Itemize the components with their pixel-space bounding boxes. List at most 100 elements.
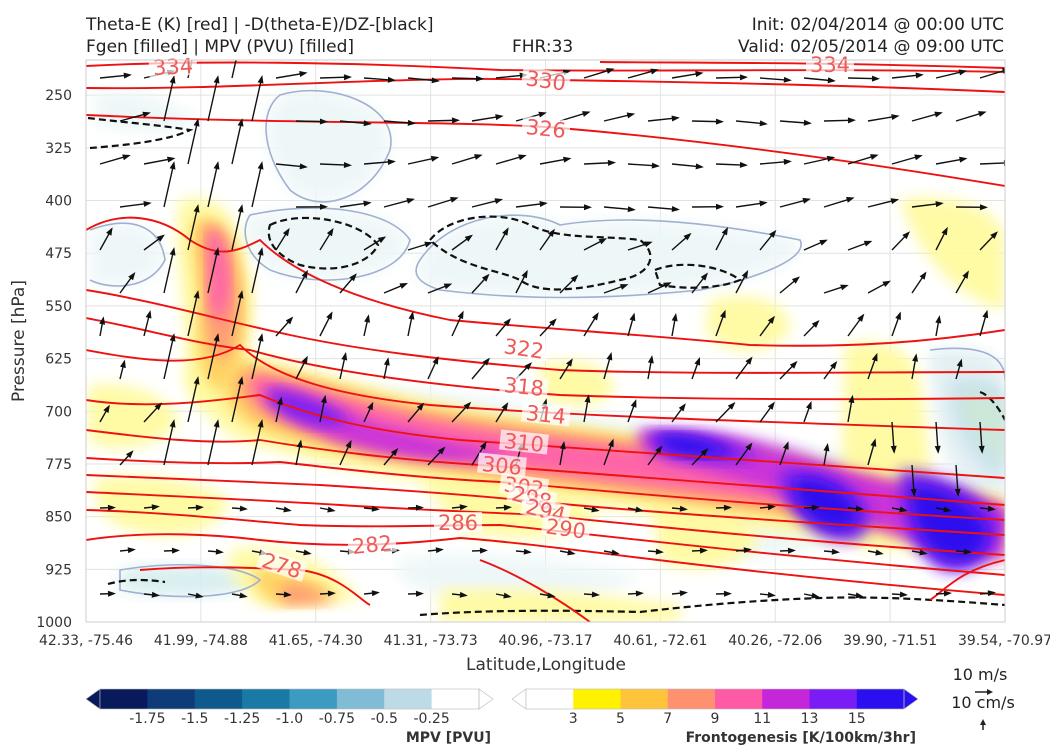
- colorbar-1-tick-5: 13: [801, 711, 819, 727]
- vector-104: [163, 248, 175, 294]
- vector-head-50: [518, 154, 527, 161]
- vector-head-15: [783, 76, 792, 83]
- vector-head-189: [296, 439, 303, 448]
- vector-head-71: [539, 201, 548, 207]
- vector-head-89: [424, 241, 433, 248]
- colorbar-0-tick-5: -0.5: [371, 711, 398, 727]
- vector-head-44: [237, 118, 244, 127]
- vector-head-134: [591, 312, 599, 321]
- vector-head-32: [626, 112, 636, 119]
- vector-24: [251, 76, 263, 122]
- colorbar-1-seg-7: [856, 689, 905, 709]
- theta-e-label-bg-4: [498, 334, 550, 362]
- colorbar-1-title: Frontogenesis [K/100km/3hr]: [686, 730, 916, 746]
- vector-head-176: [630, 399, 637, 408]
- vector-head-100: [902, 231, 911, 240]
- x-axis-label: Latitude,Longitude: [466, 655, 626, 675]
- colorbar-0-tick-0: -1.75: [129, 711, 165, 727]
- vector-head-222: [855, 505, 864, 512]
- y-axis-label: Pressure [hPa]: [9, 280, 29, 402]
- vector-head-33: [671, 115, 680, 122]
- vector-head-76: [759, 200, 768, 207]
- theta-e-label-bg-5: [499, 373, 549, 399]
- vector-head-188: [257, 419, 264, 428]
- vector-head-79: [890, 198, 900, 205]
- colorbar-0-frame: [99, 688, 480, 710]
- vector-head-106: [257, 247, 264, 256]
- vector-head-72: [583, 204, 592, 211]
- vector-106: [251, 248, 263, 294]
- vector-head-142: [935, 315, 942, 324]
- vector-head-70: [494, 198, 504, 205]
- theta-e-label-bg-8: [477, 452, 527, 478]
- vector-head-257: [591, 591, 600, 598]
- vector-head-56: [783, 158, 792, 165]
- dashed-contour-1: [267, 216, 380, 270]
- vector-105: [207, 248, 219, 294]
- vector-head-195: [559, 441, 566, 450]
- vector-head-186: [169, 419, 176, 428]
- theta-e-contour-16: [479, 559, 591, 622]
- vector-166: [187, 377, 199, 423]
- y-tick-925: 925: [45, 562, 72, 578]
- vector-head-228: [215, 548, 224, 555]
- dashed-contour-3: [653, 263, 743, 289]
- vector-head-4: [299, 71, 308, 77]
- theta-e-label-bg-2: [521, 115, 571, 141]
- vector-head-243: [875, 549, 884, 556]
- vector-head-256: [547, 592, 556, 599]
- dashed-contour-4: [419, 596, 1005, 617]
- x-tick-3: 41.31, -73.73: [384, 633, 478, 649]
- vector-head-116: [700, 272, 708, 281]
- vector-head-220: [767, 504, 776, 511]
- vector-head-19: [958, 69, 968, 76]
- vector-head-139: [811, 320, 820, 328]
- theta-e-label-bg-1: [520, 66, 572, 94]
- vector-head-183: [934, 445, 941, 454]
- vector-head-197: [655, 445, 663, 454]
- vector-head-57: [826, 155, 836, 162]
- vector-3: [231, 60, 237, 79]
- x-tick-8: 39.54, -70.97: [958, 633, 1050, 649]
- vector-188: [251, 420, 263, 466]
- vector-head-210: [327, 506, 336, 513]
- vector-head-169: [320, 394, 327, 404]
- fill-region-16: [94, 476, 230, 536]
- vector-head-258: [635, 590, 644, 597]
- vector-head-29: [495, 114, 504, 121]
- vector-head-17: [871, 75, 880, 82]
- vector-head-34: [715, 118, 724, 125]
- theta-e-label-bg-14: [347, 531, 397, 557]
- theta-e-label-310-7: 310: [503, 429, 545, 457]
- dashed-contour-2: [428, 215, 652, 291]
- vector-head-60: [959, 156, 968, 163]
- vector-146: [207, 334, 219, 380]
- colorbar-0-seg-3: [242, 689, 290, 709]
- colorbar-1-seg-4: [715, 689, 763, 709]
- vector-head-135: [629, 312, 636, 322]
- vector-head-191: [390, 447, 399, 457]
- vector-head-240: [743, 547, 752, 554]
- colorbar-1-seg-3: [667, 689, 716, 709]
- colorbar-1-tick-6: 15: [848, 711, 866, 727]
- vector-head-77: [802, 197, 811, 204]
- vector-head-42: [167, 156, 176, 163]
- vector-187: [207, 420, 219, 466]
- vector-head-212: [415, 504, 424, 511]
- fill-region-13: [900, 197, 1005, 310]
- vector-head-129: [364, 314, 371, 323]
- x-tick-1: 41.99, -74.88: [154, 633, 248, 649]
- mpv-outline-1: [244, 207, 411, 281]
- vector-head-159: [789, 360, 798, 369]
- y-tick-850: 850: [45, 510, 72, 526]
- y-tick-700: 700: [45, 404, 72, 420]
- mpv-outline-0: [265, 89, 392, 203]
- theta-e-contour-12: [86, 491, 1005, 556]
- x-tick-4: 40.96, -73.17: [498, 633, 592, 649]
- vector-head-67: [363, 200, 372, 207]
- fill-region-33: [265, 385, 510, 462]
- y-tick-625: 625: [45, 352, 72, 368]
- vector-head-87: [326, 227, 334, 237]
- colorbar-0-seg-0: [100, 689, 148, 709]
